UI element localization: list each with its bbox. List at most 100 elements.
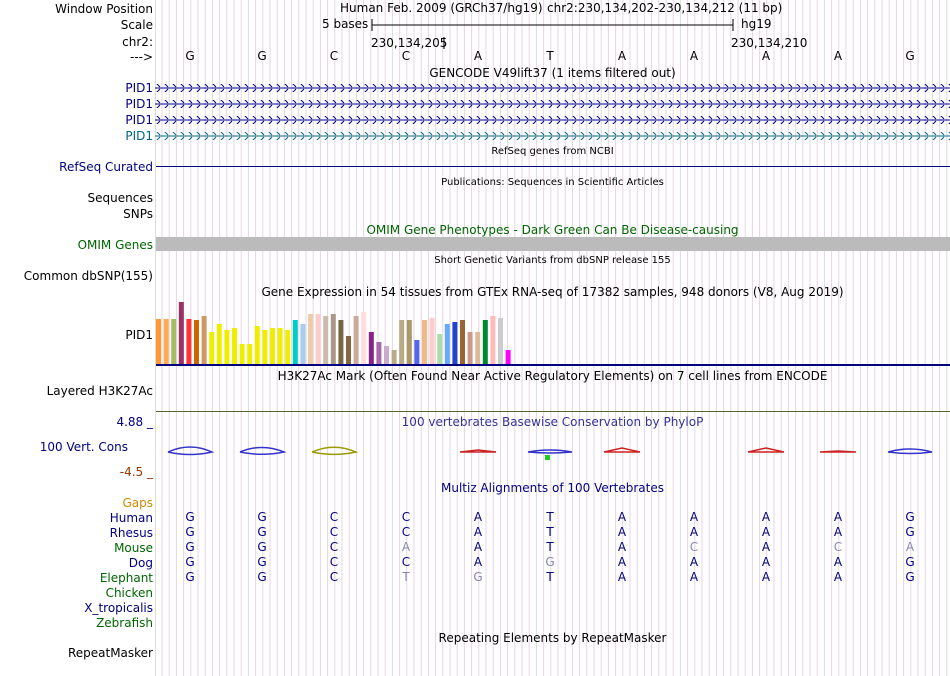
label-repeatmasker[interactable]: RepeatMasker [67,646,153,660]
assembly-text: Human Feb. 2009 (GRCh37/hg19) [340,1,543,15]
phylop-mark[interactable] [887,448,933,455]
label-common-dbsnp[interactable]: Common dbSNP(155) [23,269,153,283]
gtex-tissue-bar[interactable] [163,319,169,364]
gtex-tissue-bar[interactable] [361,312,367,364]
gtex-tissue-bar[interactable] [156,319,161,364]
refseq-line[interactable] [156,166,950,167]
label-refseq-curated[interactable]: RefSeq Curated [59,160,153,174]
gencode-track-title: GENCODE V49lift37 (1 items filtered out) [429,66,676,80]
gtex-tissue-bar[interactable] [216,324,222,364]
gtex-tissue-bar[interactable] [178,302,184,364]
label-snps[interactable]: SNPs [123,207,153,221]
phylop-mark[interactable] [311,446,359,456]
label-species-zebrafish[interactable]: Zebrafish [96,616,153,630]
gtex-tissue-bar[interactable] [194,320,199,364]
gtex-tissue-bar[interactable] [399,320,405,364]
label-species-chicken[interactable]: Chicken [105,586,153,600]
label-species-human[interactable]: Human [109,511,153,525]
gtex-tissue-bar[interactable] [300,324,306,364]
label-gencode-pid1[interactable]: PID1 [125,81,153,95]
phylop-mark[interactable] [239,446,287,456]
gtex-tissue-bar[interactable] [406,320,412,364]
gtex-tissue-bar[interactable] [490,316,496,364]
gtex-bar-chart[interactable] [155,298,555,364]
gtex-tissue-bar[interactable] [498,318,503,364]
gtex-tissue-bar[interactable] [292,320,298,364]
gtex-tissue-bar[interactable] [232,328,237,364]
gtex-tissue-bar[interactable] [467,332,473,364]
gtex-tissue-bar[interactable] [270,328,275,364]
panel-divider [155,0,156,676]
scale-db: hg19 [741,17,772,31]
gtex-tissue-bar[interactable] [384,346,389,364]
phylop-mark[interactable] [167,446,215,456]
gtex-tissue-bar[interactable] [391,350,397,364]
gtex-tissue-bar[interactable] [368,332,374,364]
label-species-mouse[interactable]: Mouse [114,541,153,555]
gtex-tissue-bar[interactable] [201,316,207,364]
gencode-transcripts[interactable] [155,80,950,144]
gtex-tissue-bar[interactable] [429,318,435,364]
transcript-line[interactable] [155,84,950,92]
gtex-tissue-bar[interactable] [285,330,291,364]
label-window-position: Window Position [55,2,153,16]
label-species-rhesus[interactable]: Rhesus [109,526,153,540]
label-gaps[interactable]: Gaps [122,496,153,510]
phylop-mark[interactable] [459,449,497,453]
gtex-tissue-bar[interactable] [247,344,253,364]
gtex-track-title: Gene Expression in 54 tissues from GTEx … [261,285,844,299]
phylop-mark[interactable] [747,447,785,453]
phylop-mark[interactable] [603,447,641,453]
transcript-line[interactable] [155,132,950,140]
h3k27ac-baseline [156,411,950,412]
gtex-tissue-bar[interactable] [277,328,283,364]
label-layered-h3k27ac[interactable]: Layered H3K27Ac [46,384,153,398]
gtex-tissue-bar[interactable] [444,324,450,364]
gtex-tissue-bar[interactable] [422,320,427,364]
label-gencode-pid1[interactable]: PID1 [125,97,153,111]
gtex-tissue-bar[interactable] [346,336,351,364]
label-chr: chr2: [122,35,153,49]
phylop-mark[interactable] [819,450,857,453]
label-gtex-pid1[interactable]: PID1 [125,328,153,342]
phylop-track[interactable] [0,420,950,480]
gtex-tissue-bar[interactable] [254,326,260,364]
transcript-line[interactable] [155,116,950,124]
gtex-tissue-bar[interactable] [376,342,382,364]
phylop-mark[interactable] [527,449,573,454]
gtex-tissue-bar[interactable] [460,320,465,364]
label-species-dog[interactable]: Dog [128,556,153,570]
gtex-tissue-bar[interactable] [475,332,481,364]
gtex-tissue-bar[interactable] [209,332,215,364]
gtex-tissue-bar[interactable] [323,316,329,364]
transcript-line[interactable] [155,100,950,108]
label-species-x-tropicalis[interactable]: X_tropicalis [84,601,153,615]
gtex-baseline [156,364,950,366]
gtex-tissue-bar[interactable] [262,330,268,364]
label-100-vert-cons[interactable]: 100 Vert. Cons [39,440,128,454]
gtex-tissue-bar[interactable] [353,316,359,364]
gtex-tissue-bar[interactable] [308,314,313,364]
label-phylop-max: 4.88 _ [116,415,153,429]
gtex-tissue-bar[interactable] [239,344,245,364]
gtex-tissue-bar[interactable] [186,319,192,364]
label-omim-genes[interactable]: OMIM Genes [77,238,153,252]
gtex-tissue-bar[interactable] [338,320,344,364]
omim-bar[interactable] [156,237,950,251]
label-gencode-pid1[interactable]: PID1 [125,129,153,143]
gtex-tissue-bar[interactable] [505,350,511,364]
label-gencode-pid1[interactable]: PID1 [125,113,153,127]
gtex-tissue-bar[interactable] [315,314,321,364]
gtex-tissue-bar[interactable] [330,314,336,364]
label-species-elephant[interactable]: Elephant [99,571,153,585]
coord-right: 230,134,210 [731,36,808,50]
gtex-tissue-bar[interactable] [224,330,230,364]
gtex-tissue-bar[interactable] [482,320,488,364]
gtex-tissue-bar[interactable] [437,334,443,364]
gtex-tissue-bar[interactable] [171,319,177,364]
gtex-tissue-bar[interactable] [452,322,458,364]
label-sequences[interactable]: Sequences [87,191,153,205]
gtex-tissue-bar[interactable] [414,340,420,364]
position-text: chr2:230,134,202-230,134,212 (11 bp) [547,1,783,15]
